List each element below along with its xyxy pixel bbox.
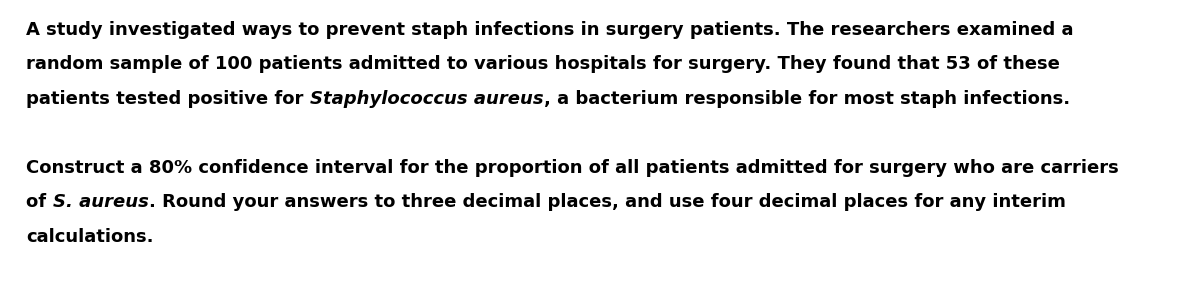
Text: S. aureus: S. aureus	[53, 193, 149, 211]
Text: calculations.: calculations.	[26, 228, 154, 246]
Text: , a bacterium responsible for most staph infections.: , a bacterium responsible for most staph…	[544, 90, 1069, 108]
Text: Construct a 80% confidence interval for the proportion of all patients admitted : Construct a 80% confidence interval for …	[26, 159, 1120, 177]
Text: random sample of 100 patients admitted to various hospitals for surgery. They fo: random sample of 100 patients admitted t…	[26, 55, 1061, 73]
Text: patients tested positive for: patients tested positive for	[26, 90, 310, 108]
Text: of: of	[26, 193, 53, 211]
Text: Staphylococcus aureus: Staphylococcus aureus	[310, 90, 544, 108]
Text: . Round your answers to three decimal places, and use four decimal places for an: . Round your answers to three decimal pl…	[149, 193, 1066, 211]
Text: A study investigated ways to prevent staph infections in surgery patients. The r: A study investigated ways to prevent sta…	[26, 21, 1074, 38]
